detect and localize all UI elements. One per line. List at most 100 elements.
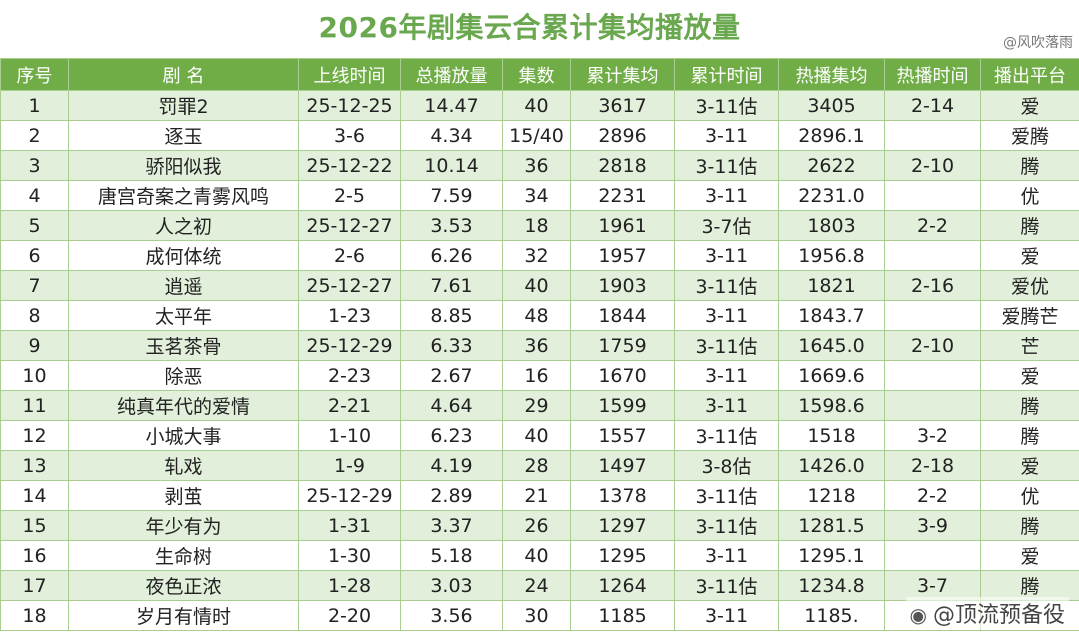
cell-peak-date: 2-14 <box>884 90 981 121</box>
col-header-rank: 序号 <box>0 58 69 91</box>
cell-title: 玉茗茶骨 <box>68 330 299 361</box>
cell-title: 逍遥 <box>68 270 299 301</box>
cell-title: 夜色正浓 <box>68 570 299 601</box>
cell-cumulative-avg: 1957 <box>570 240 675 271</box>
cell-rank: 15 <box>0 510 69 541</box>
cell-premiere-date: 2-23 <box>298 360 401 391</box>
cell-platform: 爱 <box>980 450 1079 481</box>
table-row: 1 罚罪2 25-12-25 14.47 40 3617 3-11估 3405 2-14 爱 <box>0 90 1079 121</box>
cell-peak-date: 2-16 <box>884 270 981 301</box>
cell-rank: 9 <box>0 330 69 361</box>
cell-peak-date <box>884 540 981 571</box>
cell-peak-avg: 1185. <box>778 600 885 631</box>
cell-peak-avg: 2622 <box>778 150 885 181</box>
cell-title: 生命树 <box>68 540 299 571</box>
cell-peak-date <box>884 360 981 391</box>
table-row: 13 轧戏 1-9 4.19 28 1497 3-8估 1426.0 2-18 爱 <box>0 450 1079 481</box>
cell-premiere-date: 25-12-29 <box>298 480 401 511</box>
cell-cumulative-date: 3-11估 <box>674 150 779 181</box>
cell-cumulative-date: 3-11估 <box>674 420 779 451</box>
cell-cumulative-date: 3-11 <box>674 360 779 391</box>
cell-title: 逐玉 <box>68 120 299 151</box>
cell-premiere-date: 25-12-29 <box>298 330 401 361</box>
title-bar: 2026年剧集云合累计集均播放量 @风吹落雨 <box>0 0 1079 54</box>
cell-total-views: 2.67 <box>400 360 503 391</box>
cell-peak-avg: 1645.0 <box>778 330 885 361</box>
cell-total-views: 3.56 <box>400 600 503 631</box>
cell-platform: 优 <box>980 180 1079 211</box>
cell-total-views: 6.23 <box>400 420 503 451</box>
cell-platform: 爱 <box>980 540 1079 571</box>
cell-total-views: 14.47 <box>400 90 503 121</box>
cell-peak-date <box>884 120 981 151</box>
table-row: 15 年少有为 1-31 3.37 26 1297 3-11估 1281.5 3-9 腾 <box>0 510 1079 541</box>
cell-peak-date <box>884 180 981 211</box>
cell-premiere-date: 2-21 <box>298 390 401 421</box>
cell-episodes: 21 <box>502 480 571 511</box>
cell-cumulative-avg: 1961 <box>570 210 675 241</box>
cell-title: 骄阳似我 <box>68 150 299 181</box>
cell-peak-avg: 1218 <box>778 480 885 511</box>
cell-episodes: 36 <box>502 330 571 361</box>
cell-rank: 2 <box>0 120 69 151</box>
cell-peak-avg: 2231.0 <box>778 180 885 211</box>
cell-premiere-date: 2-20 <box>298 600 401 631</box>
table-row: 10 除恶 2-23 2.67 16 1670 3-11 1669.6 爱 <box>0 360 1079 391</box>
cell-cumulative-date: 3-11估 <box>674 570 779 601</box>
cell-title: 纯真年代的爱情 <box>68 390 299 421</box>
cell-episodes: 40 <box>502 90 571 121</box>
cell-peak-avg: 3405 <box>778 90 885 121</box>
cell-premiere-date: 2-5 <box>298 180 401 211</box>
cell-cumulative-avg: 1759 <box>570 330 675 361</box>
cell-platform: 腾 <box>980 510 1079 541</box>
cell-platform: 优 <box>980 480 1079 511</box>
cell-episodes: 15/40 <box>502 120 571 151</box>
cell-title: 太平年 <box>68 300 299 331</box>
cell-rank: 1 <box>0 90 69 121</box>
cell-title: 剥茧 <box>68 480 299 511</box>
cell-premiere-date: 25-12-27 <box>298 270 401 301</box>
cell-cumulative-avg: 1295 <box>570 540 675 571</box>
table-row: 6 成何体统 2-6 6.26 32 1957 3-11 1956.8 爱 <box>0 240 1079 271</box>
table-row: 17 夜色正浓 1-28 3.03 24 1264 3-11估 1234.8 3-7 腾 <box>0 570 1079 601</box>
cell-episodes: 40 <box>502 540 571 571</box>
cell-platform: 爱 <box>980 240 1079 271</box>
cell-rank: 14 <box>0 480 69 511</box>
cell-total-views: 4.19 <box>400 450 503 481</box>
cell-total-views: 8.85 <box>400 300 503 331</box>
cell-premiere-date: 25-12-27 <box>298 210 401 241</box>
cell-cumulative-date: 3-11估 <box>674 90 779 121</box>
table-row: 5 人之初 25-12-27 3.53 18 1961 3-7估 1803 2-2 腾 <box>0 210 1079 241</box>
cell-peak-date: 3-7 <box>884 570 981 601</box>
col-header-title: 剧 名 <box>68 58 299 91</box>
cell-cumulative-avg: 1844 <box>570 300 675 331</box>
cell-premiere-date: 1-10 <box>298 420 401 451</box>
cell-total-views: 6.26 <box>400 240 503 271</box>
col-header-peak-date: 热播时间 <box>884 58 981 91</box>
cell-cumulative-avg: 1599 <box>570 390 675 421</box>
cell-rank: 3 <box>0 150 69 181</box>
cell-peak-date: 2-10 <box>884 150 981 181</box>
col-header-peak-avg: 热播集均 <box>778 58 885 91</box>
weibo-logo-icon: ◉ <box>909 603 927 627</box>
cell-total-views: 4.34 <box>400 120 503 151</box>
cell-episodes: 32 <box>502 240 571 271</box>
table-row: 8 太平年 1-23 8.85 48 1844 3-11 1843.7 爱腾芒 <box>0 300 1079 331</box>
cell-episodes: 29 <box>502 390 571 421</box>
cell-premiere-date: 1-31 <box>298 510 401 541</box>
cell-title: 唐宫奇案之青雾风鸣 <box>68 180 299 211</box>
cell-premiere-date: 25-12-22 <box>298 150 401 181</box>
cell-peak-avg: 1281.5 <box>778 510 885 541</box>
cell-episodes: 30 <box>502 600 571 631</box>
cell-cumulative-date: 3-7估 <box>674 210 779 241</box>
cell-premiere-date: 1-28 <box>298 570 401 601</box>
cell-peak-avg: 1956.8 <box>778 240 885 271</box>
cell-title: 除恶 <box>68 360 299 391</box>
cell-cumulative-date: 3-11 <box>674 300 779 331</box>
cell-total-views: 4.64 <box>400 390 503 421</box>
cell-peak-date <box>884 240 981 271</box>
cell-rank: 6 <box>0 240 69 271</box>
weibo-watermark: ◉ @顶流预备役 <box>905 597 1069 629</box>
cell-cumulative-date: 3-11 <box>674 120 779 151</box>
col-header-cumulative-date: 累计时间 <box>674 58 779 91</box>
